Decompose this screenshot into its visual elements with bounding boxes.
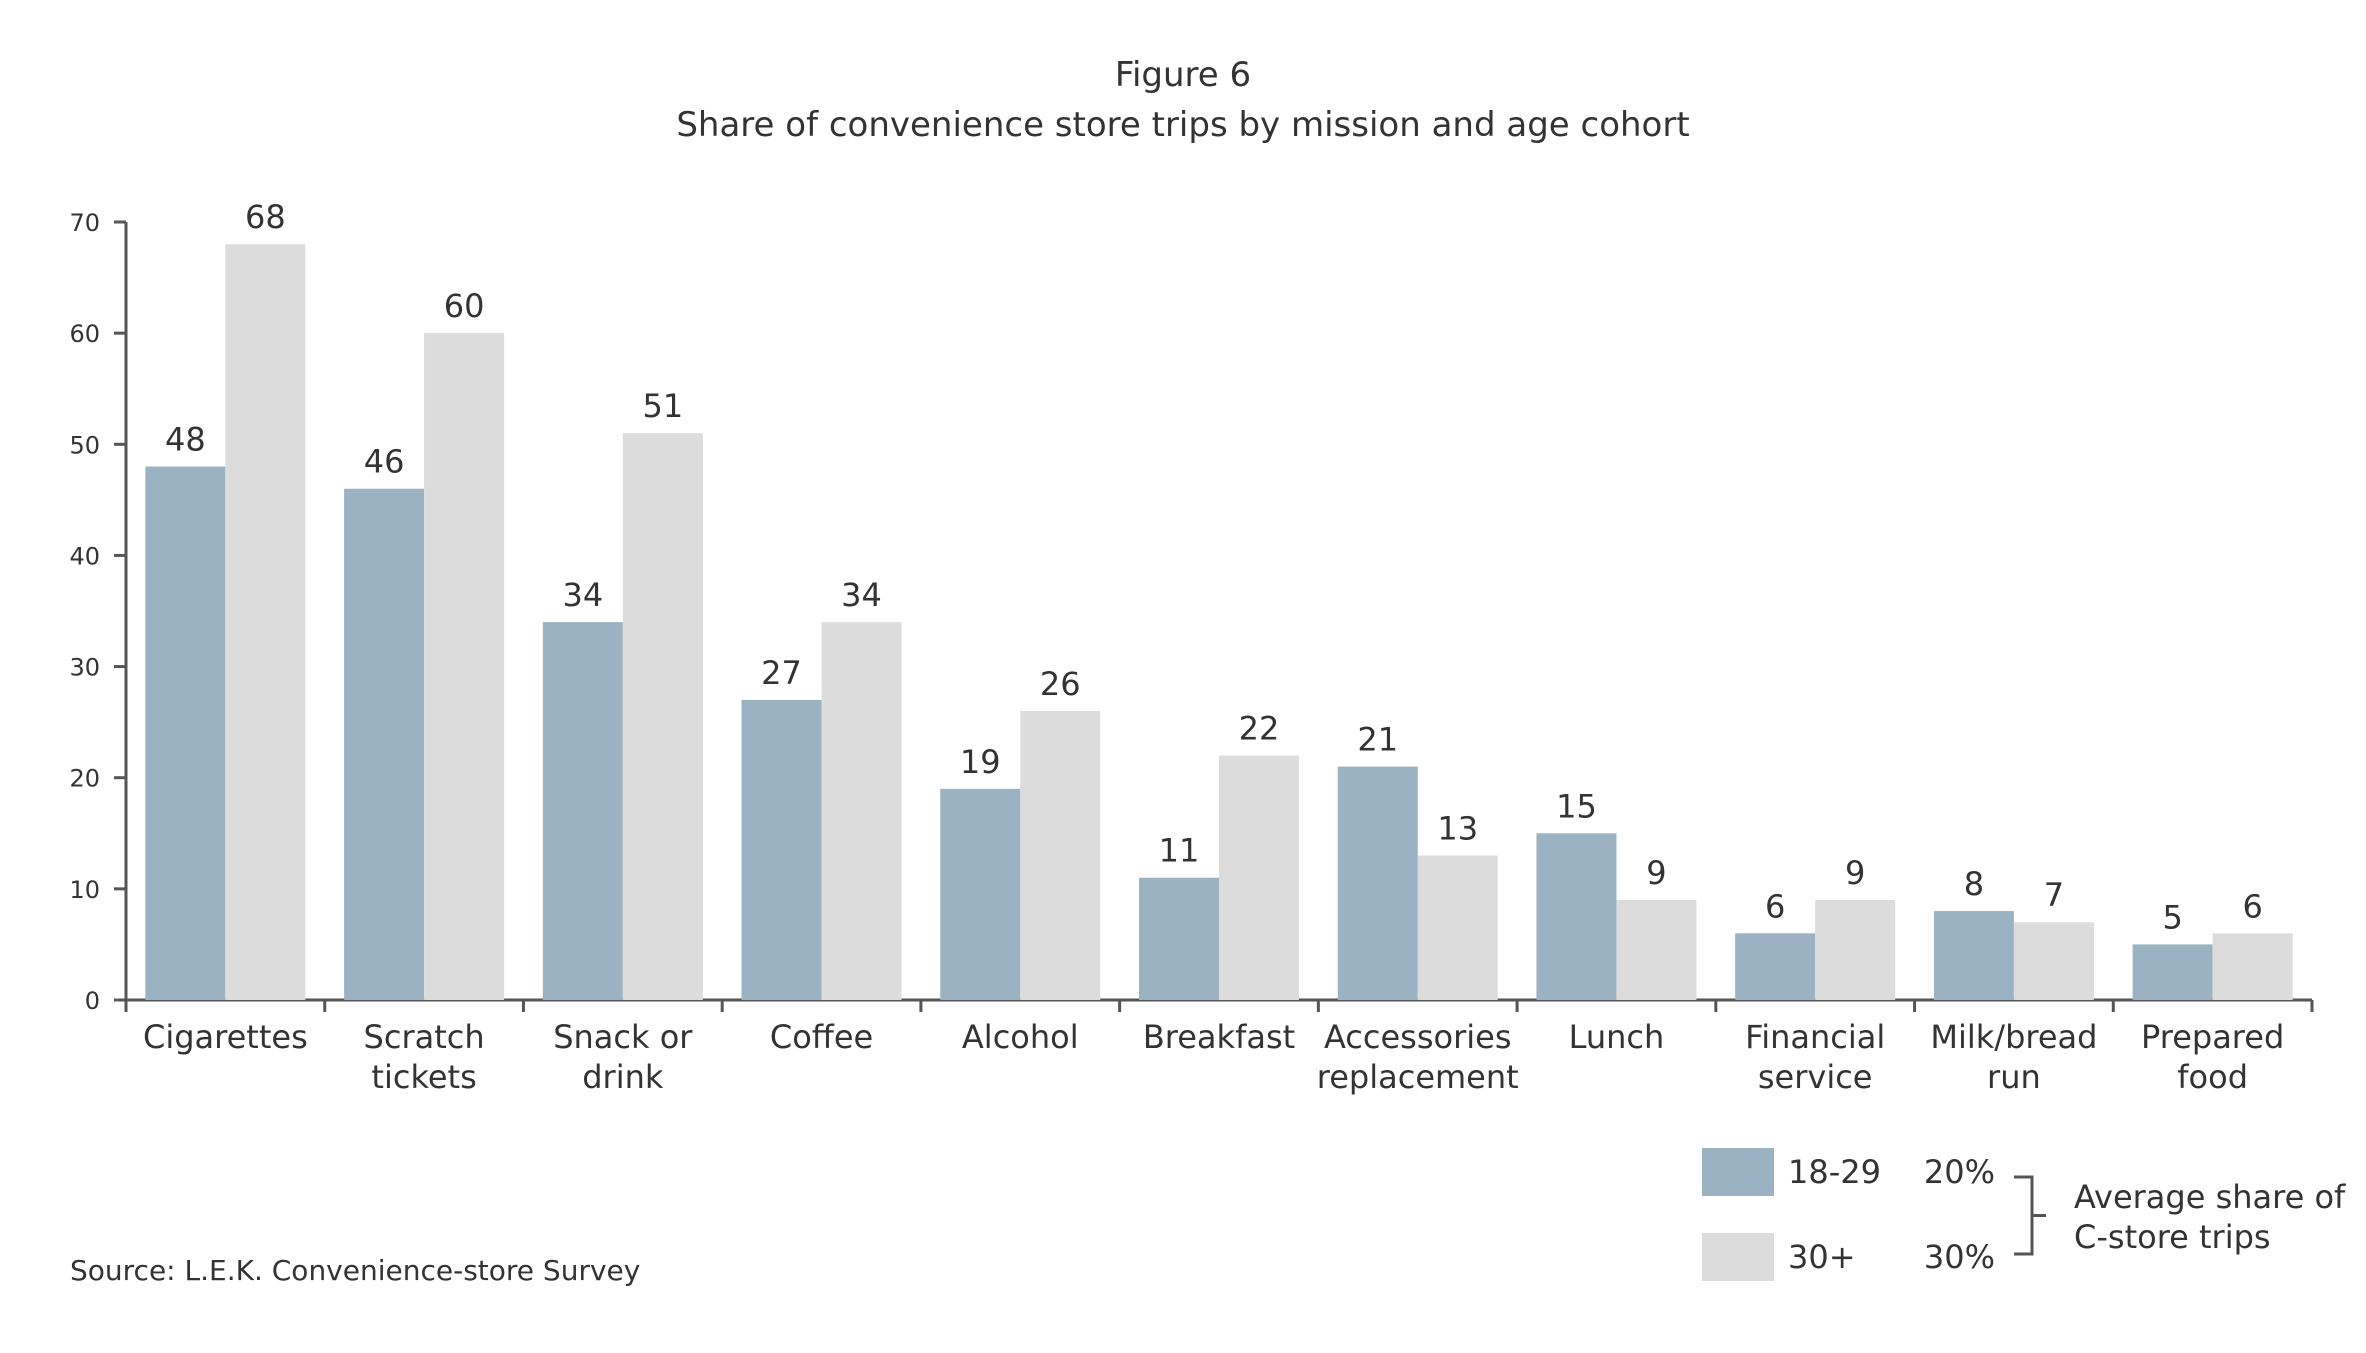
- data-label: 9: [1646, 854, 1666, 892]
- category-label: Milk/bread: [1930, 1018, 2097, 1056]
- bar-30-plus: [1417, 855, 1498, 1000]
- data-label: 8: [1964, 865, 1984, 903]
- legend: 18-29 20% 30+ 30% Average share ofC-store tr…: [1702, 1148, 2346, 1281]
- data-label: 48: [165, 421, 206, 459]
- y-tick-label: 60: [69, 320, 100, 348]
- category-label: Lunch: [1569, 1018, 1665, 1056]
- bar-18-29: [1139, 877, 1219, 1000]
- data-label: 6: [1765, 887, 1785, 925]
- y-tick-label: 0: [85, 987, 100, 1015]
- data-label: 27: [761, 654, 802, 692]
- legend-average-value: 20%: [1924, 1153, 1995, 1191]
- bar-18-29: [1933, 911, 2014, 1000]
- bar-18-29: [1337, 766, 1418, 1000]
- category-label: Prepared: [2141, 1018, 2284, 1056]
- bar-18-29: [741, 699, 822, 1000]
- category-label: Cigarettes: [143, 1018, 308, 1056]
- bar-18-29: [344, 488, 425, 1000]
- data-label: 34: [562, 576, 603, 614]
- bar-30-plus: [424, 333, 505, 1001]
- bar-30-plus: [1020, 711, 1101, 1000]
- legend-label: 30+: [1788, 1238, 1856, 1276]
- source-note: Source: L.E.K. Convenience-store Survey: [70, 1254, 640, 1287]
- bar-30-plus: [821, 622, 902, 1000]
- legend-swatch: [1702, 1233, 1774, 1281]
- bar-18-29: [1536, 833, 1617, 1000]
- data-label: 22: [1239, 709, 1280, 747]
- data-label: 11: [1159, 832, 1200, 870]
- legend-label: 18-29: [1788, 1153, 1881, 1191]
- category-label: Alcohol: [962, 1018, 1079, 1056]
- y-tick-label: 40: [69, 542, 100, 570]
- category-label: Accessories: [1324, 1018, 1512, 1056]
- y-tick-label: 70: [69, 209, 100, 237]
- category-label: food: [2177, 1058, 2248, 1096]
- data-label: 68: [245, 198, 286, 236]
- y-tick-label: 10: [69, 876, 100, 904]
- category-label: Breakfast: [1143, 1018, 1295, 1056]
- bar-18-29: [542, 622, 623, 1000]
- bar-30-plus: [1815, 899, 1896, 1000]
- category-label: service: [1758, 1058, 1873, 1096]
- data-label: 7: [2044, 876, 2064, 914]
- data-label: 13: [1437, 810, 1478, 848]
- data-label: 9: [1845, 854, 1865, 892]
- bar-18-29: [1735, 933, 1816, 1000]
- data-label: 15: [1556, 787, 1597, 825]
- data-label: 26: [1040, 665, 1081, 703]
- bar-18-29: [2132, 944, 2213, 1000]
- legend-average-value: 30%: [1924, 1238, 1995, 1276]
- bar-30-plus: [225, 244, 306, 1000]
- category-label: Scratch: [364, 1018, 485, 1056]
- category-label: run: [1987, 1058, 2041, 1096]
- data-label: 19: [960, 743, 1001, 781]
- bar-30-plus: [2212, 933, 2293, 1000]
- legend-bracket-label: Average share of: [2074, 1178, 2346, 1216]
- category-label: Snack or: [553, 1018, 693, 1056]
- data-label: 46: [364, 443, 405, 481]
- plot-area: 0102030405060704868Cigarettes4660Scratch…: [69, 198, 2314, 1096]
- data-label: 6: [2242, 887, 2262, 925]
- data-label: 5: [2162, 898, 2182, 936]
- data-label: 34: [841, 576, 882, 614]
- chart-title: Share of convenience store trips by miss…: [676, 105, 1689, 145]
- data-label: 60: [444, 287, 485, 325]
- category-label: Coffee: [770, 1018, 873, 1056]
- bar-30-plus: [1219, 755, 1299, 1000]
- y-tick-label: 30: [69, 654, 100, 682]
- category-label: replacement: [1317, 1058, 1519, 1096]
- legend-bracket-label: C-store trips: [2074, 1218, 2271, 1256]
- y-tick-label: 50: [69, 431, 100, 459]
- data-label: 51: [642, 387, 683, 425]
- category-label: drink: [582, 1058, 664, 1096]
- figure-label: Figure 6: [1115, 55, 1251, 95]
- category-label: Financial: [1745, 1018, 1885, 1056]
- category-label: tickets: [371, 1058, 476, 1096]
- bar-18-29: [940, 788, 1021, 1000]
- bar-30-plus: [622, 433, 703, 1001]
- legend-swatch: [1702, 1148, 1774, 1196]
- legend-bracket: [2014, 1175, 2046, 1256]
- bar-30-plus: [1616, 899, 1697, 1000]
- bar-30-plus: [2013, 922, 2094, 1000]
- data-label: 21: [1357, 721, 1398, 759]
- y-tick-label: 20: [69, 765, 100, 793]
- bar-18-29: [145, 466, 226, 1000]
